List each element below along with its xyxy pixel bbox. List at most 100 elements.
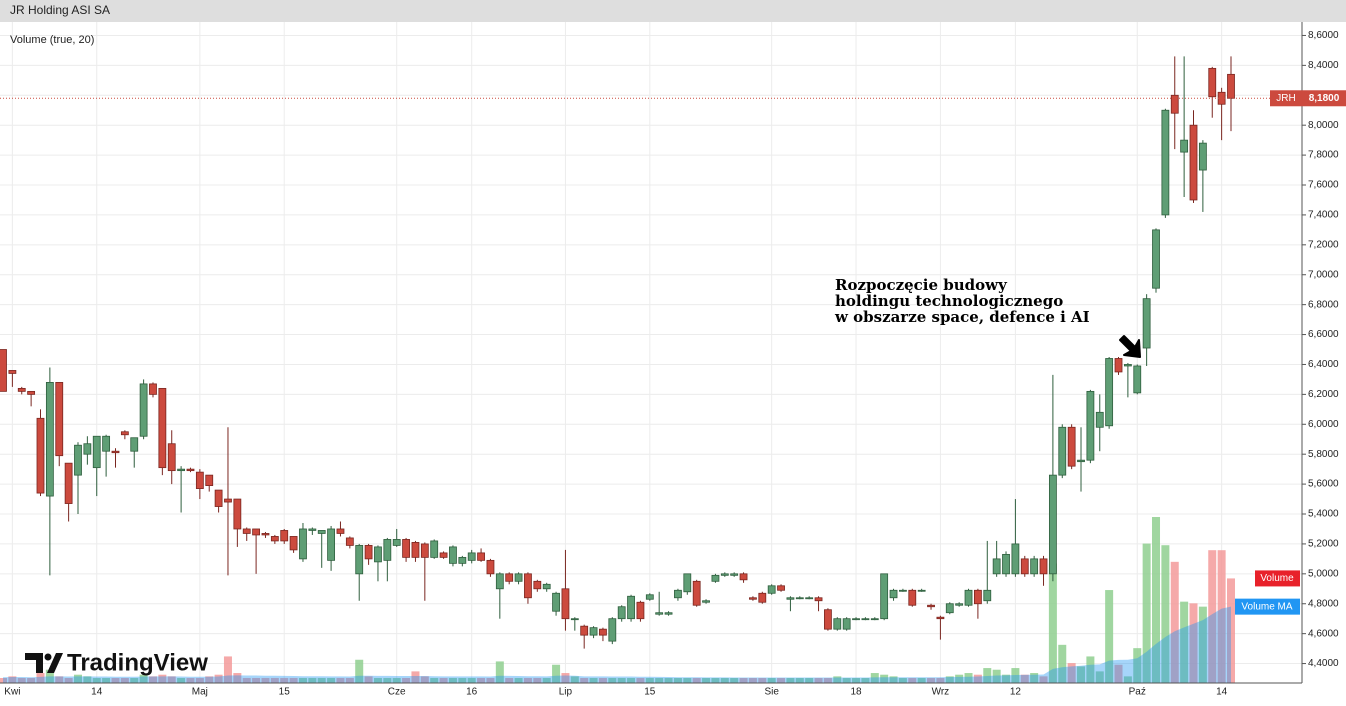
volume-ma-tag (1235, 598, 1300, 615)
candle-body (149, 383, 157, 395)
x-tick-label: Sie (764, 687, 779, 698)
candle-body (1105, 358, 1114, 427)
volume-bar (1227, 578, 1235, 683)
logo-dot (44, 653, 52, 661)
volume-bar (27, 678, 36, 683)
volume-bar (130, 678, 139, 683)
volume-bar (805, 678, 814, 683)
volume-bar (730, 678, 739, 683)
y-tick-label: 6,6000 (1308, 329, 1339, 340)
volume-bar (664, 678, 673, 683)
candle-body (814, 597, 823, 602)
volume-bar (45, 669, 54, 683)
y-tick-label: 5,4000 (1308, 509, 1339, 520)
volume-bar (992, 669, 1001, 683)
volume-bar (936, 678, 945, 683)
volume-bar (552, 664, 561, 683)
y-tick-label: 7,6000 (1308, 180, 1339, 191)
candle-body (214, 489, 223, 507)
volume-bar (598, 678, 607, 683)
volume-legend: Volume (1260, 573, 1294, 584)
candle-body (458, 556, 467, 564)
volume-bar (777, 678, 786, 683)
volume-bar (673, 678, 682, 683)
candle-body (917, 589, 926, 592)
volume-bar (955, 674, 964, 683)
volume-bar (55, 676, 64, 683)
candle-body (8, 370, 17, 374)
candle-body (1020, 558, 1029, 575)
volume-bar (1114, 664, 1123, 683)
y-tick-label: 4,6000 (1308, 628, 1339, 639)
candle-body (252, 528, 260, 536)
candle-body (411, 542, 420, 558)
x-tick-label: Cze (388, 687, 406, 698)
candle-body (224, 498, 232, 503)
volume-ma-legend: Volume MA (1241, 601, 1292, 612)
candle-body (870, 618, 879, 621)
y-tick-label: 7,0000 (1308, 269, 1339, 280)
volume-bar (477, 678, 486, 683)
volume-bar (1030, 673, 1039, 683)
volume-bar (617, 678, 626, 683)
candle-body (299, 528, 307, 560)
volume-bar (655, 678, 664, 683)
volume-bar (1020, 674, 1029, 683)
candle-body (542, 583, 551, 590)
candle-body (927, 604, 935, 608)
annotation-arrow (1119, 335, 1141, 358)
x-tick-label: 14 (1216, 687, 1228, 698)
candle-body (317, 530, 326, 534)
y-tick-label: 8,4000 (1308, 60, 1339, 71)
candle-body (1161, 109, 1170, 216)
volume-bar (317, 678, 326, 683)
volume-bar (355, 659, 364, 683)
price-tag (1302, 90, 1346, 107)
volume-bar (983, 668, 992, 683)
volume-bar (1198, 606, 1207, 683)
candle-body (983, 589, 992, 602)
candle-body (852, 618, 860, 621)
candle-body (627, 595, 635, 620)
volume-bar (102, 678, 111, 683)
x-tick-label: Wrz (932, 687, 950, 698)
candle-body (1058, 426, 1067, 476)
candle-body (524, 573, 532, 599)
volume-pane (0, 517, 1235, 683)
volume-bar (1067, 663, 1076, 683)
candle-body (467, 552, 476, 561)
candle-body (805, 597, 814, 600)
candle-body (833, 618, 842, 630)
candle-body (739, 573, 748, 581)
candle-body (1011, 543, 1020, 575)
x-tick-label: Maj (192, 687, 208, 698)
volume-bar (898, 678, 907, 683)
volume-bar (627, 678, 636, 683)
y-tick-label: 8,6000 (1308, 30, 1339, 41)
volume-bar (148, 676, 157, 683)
volume-bar (683, 678, 692, 683)
candle-body (17, 387, 26, 392)
volume-bar (439, 678, 448, 683)
candle-body (449, 546, 457, 564)
candle-body (974, 589, 982, 605)
candle-body (889, 589, 898, 599)
volume-bar (505, 678, 514, 683)
y-tick-label: 6,0000 (1308, 419, 1339, 430)
y-tick-label: 5,0000 (1308, 568, 1339, 579)
volume-tag (1255, 570, 1300, 587)
candle-body (1114, 358, 1123, 373)
volume-bar (692, 678, 701, 683)
logo-mark (25, 653, 63, 673)
annotation-line: Rozpoczęcie budowy (835, 276, 1008, 294)
candle-body (645, 594, 654, 600)
volume-bar (17, 678, 26, 683)
volume-bar (280, 678, 289, 683)
candle-body (383, 539, 392, 561)
candle-body (345, 537, 354, 546)
volume-bar (8, 676, 17, 683)
volume-bar (205, 676, 214, 683)
y-tick-label: 5,6000 (1308, 479, 1339, 490)
volume-bar (64, 678, 73, 683)
volume-bar (270, 678, 279, 683)
